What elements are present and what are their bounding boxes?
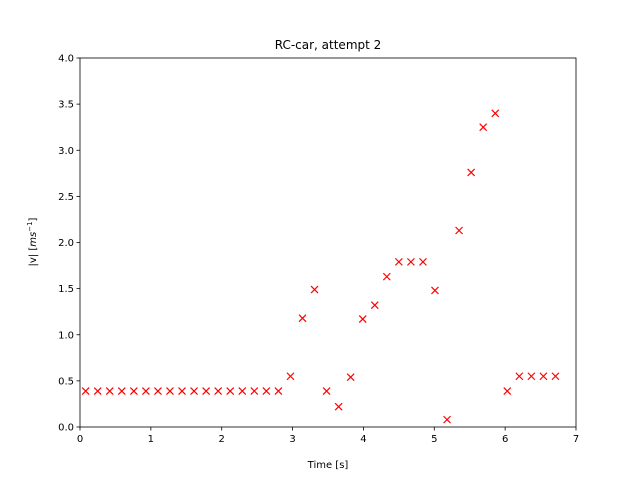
data-point [358,315,367,323]
data-point [178,387,186,395]
x-tick-label: 7 [573,434,579,445]
y-tick-label: 1.5 [58,284,74,295]
data-point [274,387,283,395]
y-tick-label: 2.5 [58,192,74,203]
data-point [93,387,102,395]
data-point [117,387,126,395]
y-tick-label: 3.5 [58,100,74,111]
x-tick-label: 0 [77,434,83,445]
y-axis-label-sup: −1 [26,221,34,231]
data-point [226,387,235,395]
x-tick-label: 2 [219,434,225,445]
data-point [527,372,536,381]
y-axis-label-math: ms [28,232,39,247]
x-tick-label: 5 [431,434,437,445]
plot-area [80,58,576,427]
x-axis-ticks: 0 1 2 3 4 5 6 7 [77,427,579,445]
data-point [419,257,427,266]
data-point [334,402,343,411]
y-tick-label: 0.5 [58,376,74,387]
chart-title: RC-car, attempt 2 [275,38,382,52]
data-point [515,372,524,381]
data-point [406,257,415,266]
data-point [262,387,271,395]
x-tick-label: 4 [360,434,366,445]
data-point [154,387,162,395]
data-point [250,387,259,395]
data-point [539,372,548,381]
data-point [141,387,150,395]
x-axis-label: Time [s] [307,460,349,471]
data-point [431,286,439,295]
data-point [105,387,114,395]
data-point [370,301,379,310]
y-tick-label: 3.0 [58,146,74,157]
data-point [202,387,211,395]
x-tick-label: 6 [502,434,508,445]
data-point [166,387,174,395]
data-point [455,226,464,235]
y-tick-label: 0.0 [58,423,74,434]
data-point [394,257,403,266]
data-point [346,373,355,382]
data-point [443,415,451,424]
plot-background [80,58,576,427]
data-point [503,387,512,395]
data-point [190,387,199,395]
data-point [129,387,138,395]
data-point [479,123,488,132]
y-axis-label-suffix: ] [28,217,39,221]
data-point [81,387,90,395]
data-point [310,285,319,294]
data-point [467,168,476,177]
y-axis-label: |v| [ms−1] [26,217,39,266]
x-tick-label: 3 [289,434,295,445]
y-axis-label-prefix: |v| [ [28,247,39,267]
y-tick-label: 1.0 [58,330,74,341]
data-points [81,109,560,424]
data-point [214,387,223,395]
x-tick-label: 1 [148,434,154,445]
y-tick-label: 4.0 [58,54,74,65]
data-point [298,314,307,323]
data-point [551,372,560,381]
data-point [322,387,331,395]
y-tick-label: 2.0 [58,238,74,249]
y-axis-ticks: 0.0 0.5 1.0 1.5 2.0 2.5 3.0 3.5 4.0 [58,54,80,434]
data-point [382,272,391,281]
data-point [238,387,247,395]
data-point [491,109,500,118]
data-point [286,372,295,381]
